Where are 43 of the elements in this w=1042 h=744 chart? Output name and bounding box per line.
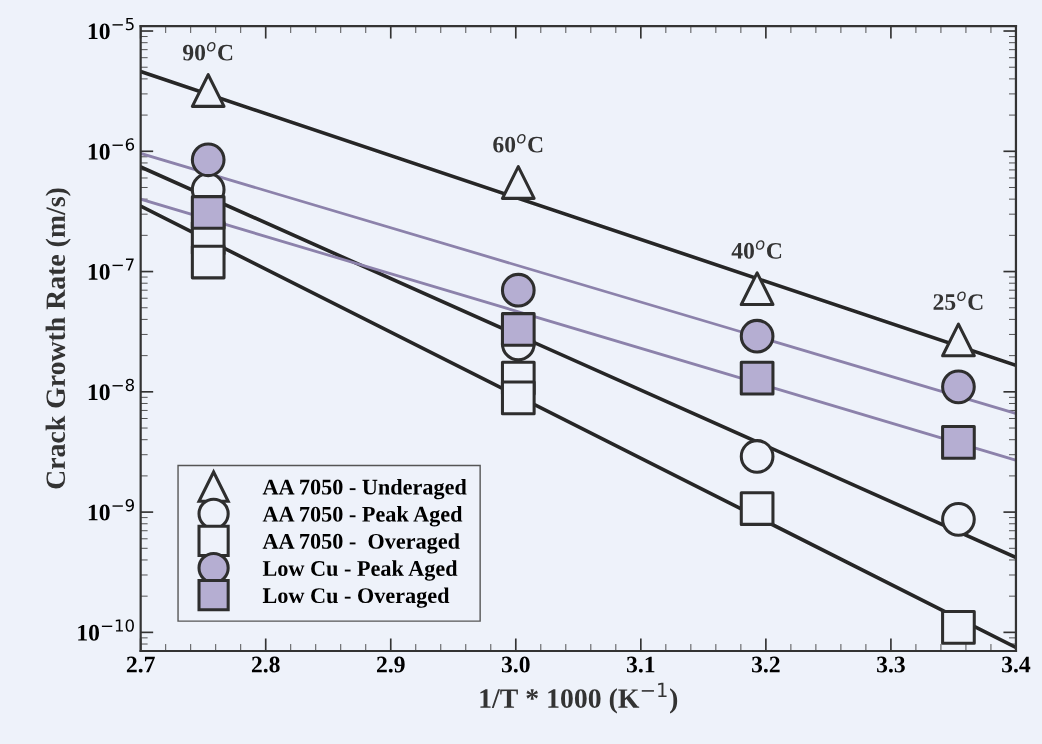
y-tick-label: 10$^{−9}$ (88, 498, 134, 521)
x-tick-label: 3.0 (501, 656, 530, 673)
point (941, 425, 976, 460)
y-axis-title: Crack Growth Rate (m/s) (45, 188, 71, 489)
point (941, 610, 976, 645)
point (190, 244, 226, 280)
legend-label: AA 7050 - Peak Aged (262, 506, 463, 527)
annotation: 40$^{o}$C (731, 240, 782, 259)
point (739, 360, 775, 396)
point (500, 312, 536, 347)
x-tick-label: 3.3 (877, 656, 905, 673)
x-tick-label: 3.4 (1002, 656, 1031, 673)
legend-label: Low Cu - Peak Aged (262, 560, 458, 581)
y-tick-label: 10$^{−10}$ (78, 619, 134, 641)
point (941, 502, 976, 537)
annotation: 25$^{o}$C (933, 291, 983, 311)
point (739, 271, 775, 307)
point (500, 272, 536, 308)
point (739, 491, 775, 526)
annotation: 60$^{o}$C (493, 134, 543, 153)
legend-label: AA 7050 - Underaged (262, 478, 467, 500)
point (190, 195, 226, 230)
x-axis-title: 1/T * 1000 (K$^{−1}$) (480, 682, 678, 714)
point (941, 322, 976, 358)
point (739, 318, 775, 354)
point (739, 439, 775, 474)
legend-label: Low Cu - Overaged (262, 587, 450, 608)
x-tick-label: 2.7 (126, 656, 155, 673)
point (190, 73, 226, 108)
point (500, 380, 536, 416)
y-tick-label: 10$^{−5}$ (88, 18, 134, 40)
x-tick-label: 2.9 (376, 656, 405, 673)
point (190, 142, 226, 178)
legend-label: AA 7050 - Overaged (262, 533, 460, 554)
y-tick-label: 10$^{−6}$ (88, 138, 135, 160)
point (500, 165, 536, 200)
x-tick-label: 2.8 (251, 656, 280, 673)
y-tick-label: 10$^{−7}$ (88, 258, 134, 280)
x-tick-label: 3.2 (752, 656, 780, 673)
x-tick-label: 3.1 (626, 656, 655, 673)
y-tick-label: 10$^{−8}$ (88, 378, 134, 401)
annotation: 90$^{o}$C (182, 42, 233, 61)
point (941, 369, 976, 405)
